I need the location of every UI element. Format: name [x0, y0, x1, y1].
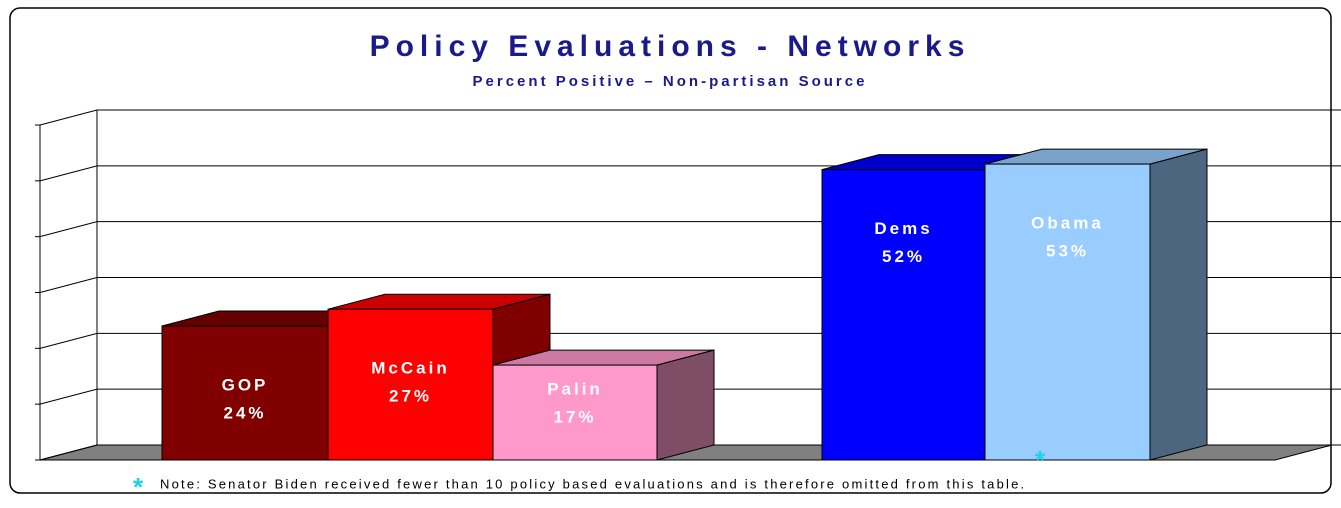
bar-category-label: GOP [222, 375, 269, 394]
bar [492, 364, 658, 461]
bar-side [1149, 148, 1208, 461]
chart-subtitle: Percent Positive – Non-partisan Source [473, 73, 868, 90]
bar [821, 169, 986, 461]
chart-title: Policy Evaluations - Networks [370, 30, 971, 63]
bar-category-label: Dems [874, 219, 932, 238]
bar [161, 325, 329, 461]
grid-line [39, 109, 1341, 126]
bar [327, 308, 494, 461]
plot: GOP 24% McCain 27% Palin 17% Dems 52% Obama 53% [35, 109, 1341, 461]
note-marker: * [133, 472, 144, 502]
bar-category-label: Obama [1031, 214, 1104, 233]
bar [984, 163, 1151, 461]
bar-value-label: 53% [1046, 242, 1089, 261]
bar-value-label: 17% [553, 407, 596, 426]
bar-category-label: McCain [371, 359, 449, 378]
bar-value-label: 27% [389, 387, 432, 406]
bar-value-label: 24% [223, 403, 266, 422]
bar-side [656, 349, 715, 461]
note-marker: * [1035, 445, 1046, 475]
bar-category-label: Palin [547, 379, 603, 398]
note: Note: Senator Biden received fewer than … [160, 476, 1026, 491]
bar-value-label: 52% [882, 247, 925, 266]
